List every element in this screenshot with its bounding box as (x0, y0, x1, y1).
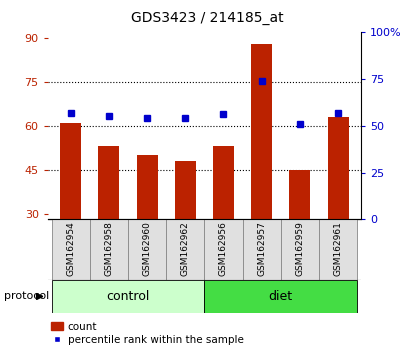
Text: GSM162959: GSM162959 (295, 221, 305, 276)
Text: diet: diet (269, 290, 293, 303)
Text: GSM162960: GSM162960 (143, 221, 151, 276)
Bar (98, 146, 120, 219)
Bar (289, 170, 310, 219)
Bar (205, 280, 357, 313)
Text: GDS3423 / 214185_at: GDS3423 / 214185_at (131, 11, 284, 25)
Text: GSM162956: GSM162956 (219, 221, 228, 276)
Bar (205, 219, 243, 280)
Bar (128, 219, 166, 280)
Text: GSM162957: GSM162957 (257, 221, 266, 276)
Bar (213, 146, 234, 219)
Bar (251, 44, 272, 219)
Text: control: control (106, 290, 150, 303)
Bar (60, 123, 81, 219)
Text: GSM162961: GSM162961 (334, 221, 343, 276)
Text: GSM162958: GSM162958 (104, 221, 113, 276)
Bar (166, 219, 205, 280)
Bar (281, 219, 319, 280)
Bar (327, 117, 349, 219)
Legend: count, percentile rank within the sample: count, percentile rank within the sample (47, 317, 248, 349)
Bar (51, 280, 205, 313)
Bar (319, 219, 357, 280)
Bar (90, 219, 128, 280)
Bar (243, 219, 281, 280)
Bar (51, 219, 90, 280)
Text: GSM162954: GSM162954 (66, 221, 75, 276)
Bar (175, 161, 196, 219)
Text: GSM162962: GSM162962 (181, 221, 190, 276)
Text: protocol: protocol (4, 291, 49, 302)
Bar (137, 155, 158, 219)
